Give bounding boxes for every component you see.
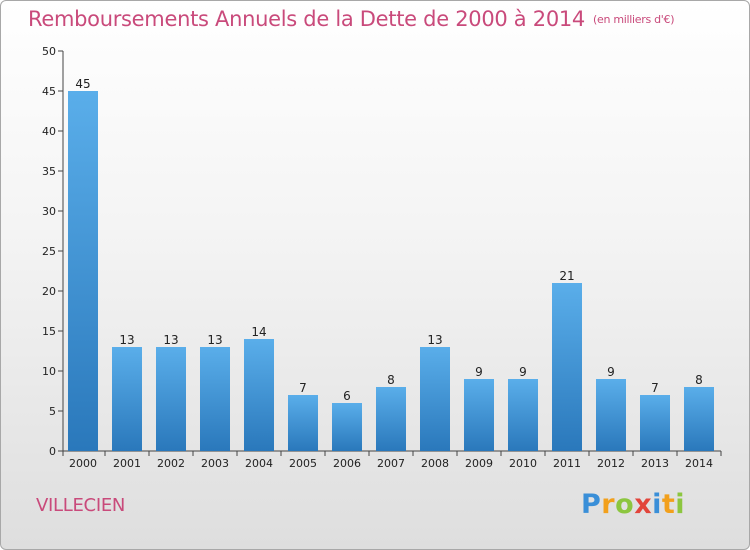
commune-name: VILLECIEN (36, 495, 126, 516)
chart-labels: 2000 45 2001 13 2002 13 2003 13 2004 14 2005 7 2006 6… (69, 77, 713, 470)
x-tick-label: 2006 (333, 457, 361, 470)
data-label: 9 (607, 365, 615, 379)
x-tick-label: 2001 (113, 457, 141, 470)
data-label: 13 (207, 333, 222, 347)
x-tick-label: 2013 (641, 457, 669, 470)
bar (420, 347, 450, 451)
y-tick-label: 45 (42, 85, 56, 98)
x-tick-label: 2004 (245, 457, 273, 470)
y-tick-label: 50 (42, 45, 56, 58)
data-label: 13 (427, 333, 442, 347)
x-tick-label: 2005 (289, 457, 317, 470)
data-label: 6 (343, 389, 351, 403)
x-tick-label: 2012 (597, 457, 625, 470)
data-label: 9 (475, 365, 483, 379)
x-tick-label: 2000 (69, 457, 97, 470)
chart-title: Remboursements Annuels de la Dette de 20… (28, 7, 674, 31)
bar (332, 403, 362, 451)
bar (376, 387, 406, 451)
bar (508, 379, 538, 451)
data-label: 13 (163, 333, 178, 347)
x-tick-label: 2003 (201, 457, 229, 470)
x-tick-label: 2011 (553, 457, 581, 470)
data-label: 14 (251, 325, 266, 339)
chart-bars (68, 91, 714, 451)
y-tick-label: 15 (42, 325, 56, 338)
bar (156, 347, 186, 451)
bar (552, 283, 582, 451)
y-tick-label: 5 (49, 405, 56, 418)
bar (200, 347, 230, 451)
y-tick-label: 30 (42, 205, 56, 218)
bar (244, 339, 274, 451)
x-tick-label: 2009 (465, 457, 493, 470)
bar (68, 91, 98, 451)
data-label: 7 (651, 381, 659, 395)
x-tick-label: 2010 (509, 457, 537, 470)
bar (112, 347, 142, 451)
proxiti-logo[interactable]: Proxiti (581, 489, 686, 520)
y-tick-label: 10 (42, 365, 56, 378)
bar (596, 379, 626, 451)
data-label: 9 (519, 365, 527, 379)
y-tick-label: 40 (42, 125, 56, 138)
bar (684, 387, 714, 451)
y-tick-label: 25 (42, 245, 56, 258)
y-tick-label: 0 (49, 445, 56, 458)
y-tick-label: 20 (42, 285, 56, 298)
x-tick-label: 2007 (377, 457, 405, 470)
data-label: 8 (695, 373, 703, 387)
data-label: 7 (299, 381, 307, 395)
data-label: 13 (119, 333, 134, 347)
bar (464, 379, 494, 451)
data-label: 21 (559, 269, 574, 283)
bar (288, 395, 318, 451)
y-tick-label: 35 (42, 165, 56, 178)
data-label: 45 (75, 77, 90, 91)
chart-title-text: Remboursements Annuels de la Dette de 20… (28, 7, 585, 31)
x-tick-label: 2002 (157, 457, 185, 470)
x-tick-label: 2014 (685, 457, 713, 470)
data-label: 8 (387, 373, 395, 387)
x-tick-label: 2008 (421, 457, 449, 470)
bar (640, 395, 670, 451)
chart-unit-label: (en milliers d'€) (593, 13, 675, 26)
